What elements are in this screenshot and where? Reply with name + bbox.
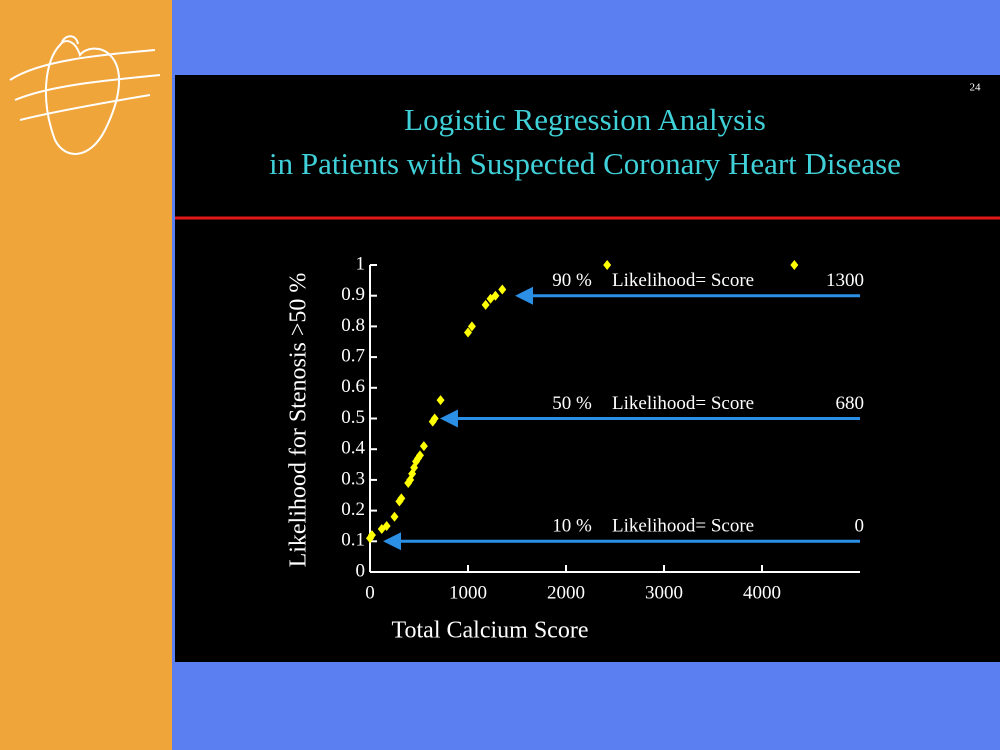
point xyxy=(436,395,445,406)
annotation-score: 0 xyxy=(855,516,865,537)
annotation-arrowhead xyxy=(439,409,458,428)
slide-area xyxy=(175,75,1000,662)
annotation-text: Likelihood= Score xyxy=(612,270,754,291)
y-tick-label: 0.3 xyxy=(341,468,365,489)
x-tick-label: 3000 xyxy=(645,582,683,603)
annotation-score: 1300 xyxy=(826,270,864,291)
y-tick-label: 0.8 xyxy=(341,315,365,336)
x-tick-label: 2000 xyxy=(547,582,585,603)
annotation-likelihood: 50 % xyxy=(552,393,592,414)
y-tick-label: 0.1 xyxy=(341,530,365,551)
y-tick-label: 1 xyxy=(356,253,366,274)
y-tick-label: 0.6 xyxy=(341,376,365,397)
point xyxy=(390,511,399,522)
y-axis-label: Likelihood for Stenosis >50 % xyxy=(286,273,312,568)
point xyxy=(790,260,799,270)
point xyxy=(430,413,439,424)
y-tick-label: 0 xyxy=(356,560,366,581)
x-tick-label: 1000 xyxy=(449,582,487,603)
y-tick-label: 0.9 xyxy=(341,284,365,305)
point xyxy=(382,520,391,531)
logo xyxy=(9,35,161,155)
point xyxy=(491,290,500,301)
point xyxy=(481,299,490,310)
x-tick-label: 0 xyxy=(365,582,375,603)
point xyxy=(367,530,376,541)
point xyxy=(464,327,472,338)
slide-number: 24 xyxy=(970,82,982,94)
annotation-arrowhead xyxy=(515,286,534,305)
y-tick-label: 0.2 xyxy=(341,499,365,520)
annotation-likelihood: 90 % xyxy=(552,270,592,291)
annotation-text: Likelihood= Score xyxy=(612,393,754,414)
y-tick-label: 0.5 xyxy=(341,407,365,428)
point xyxy=(397,493,406,504)
x-axis-label: Total Calcium Score xyxy=(392,618,589,644)
point xyxy=(415,450,424,461)
title: in Patients with Suspected Coronary Hear… xyxy=(269,146,901,181)
annotation-likelihood: 10 % xyxy=(552,516,592,537)
annotation-score: 680 xyxy=(836,393,865,414)
side-panel xyxy=(0,0,172,750)
point xyxy=(498,284,507,295)
y-tick-label: 0.4 xyxy=(341,438,365,459)
point xyxy=(467,321,476,332)
point xyxy=(603,260,612,270)
title: Logistic Regression Analysis xyxy=(404,102,766,137)
x-tick-label: 4000 xyxy=(743,582,781,603)
y-tick-label: 0.7 xyxy=(341,345,365,366)
annotation-arrowhead xyxy=(383,532,402,551)
annotation-text: Likelihood= Score xyxy=(612,516,754,537)
point xyxy=(419,441,428,452)
